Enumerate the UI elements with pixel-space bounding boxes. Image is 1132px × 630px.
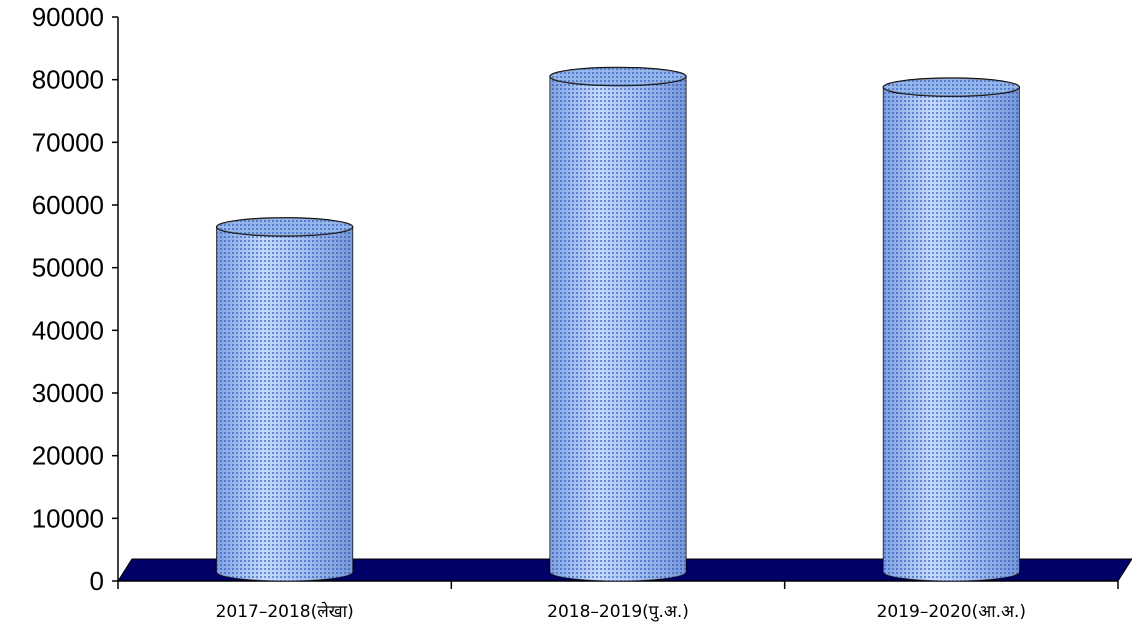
bar-series xyxy=(215,66,1021,582)
y-axis-ticks: 0 10000 20000 30000 40000 50000 60000 70000 8000… xyxy=(32,2,118,596)
y-tick-label: 70000 xyxy=(32,127,104,157)
bar xyxy=(882,77,1021,582)
bar xyxy=(215,217,354,582)
y-tick-label: 50000 xyxy=(32,253,104,283)
bar-top-texture xyxy=(883,78,1020,97)
y-tick-label: 60000 xyxy=(32,190,104,220)
y-tick-label: 80000 xyxy=(32,65,104,95)
y-tick-label: 90000 xyxy=(32,2,104,32)
x-tick-label: 2017–2018(लेखा) xyxy=(216,601,354,622)
y-tick-label: 0 xyxy=(90,566,104,596)
x-tick-label: 2019–2020(आ.अ.) xyxy=(877,602,1026,622)
bar xyxy=(549,66,687,582)
bar-top-texture xyxy=(216,217,353,236)
y-tick-label: 20000 xyxy=(32,441,104,471)
bar-body-texture xyxy=(883,87,1020,581)
y-tick-label: 30000 xyxy=(32,378,104,408)
y-tick-label: 10000 xyxy=(32,503,104,533)
bar-body-texture xyxy=(550,76,686,582)
x-axis-ticks: 2017–2018(लेखा) 2018–2019(पु.अ.) 2019–2020… xyxy=(117,581,1119,622)
x-tick-label: 2018–2019(पु.अ.) xyxy=(547,602,689,622)
y-tick-label: 40000 xyxy=(32,315,104,345)
bar-body-texture xyxy=(216,226,353,581)
bar-top-texture xyxy=(550,67,686,86)
